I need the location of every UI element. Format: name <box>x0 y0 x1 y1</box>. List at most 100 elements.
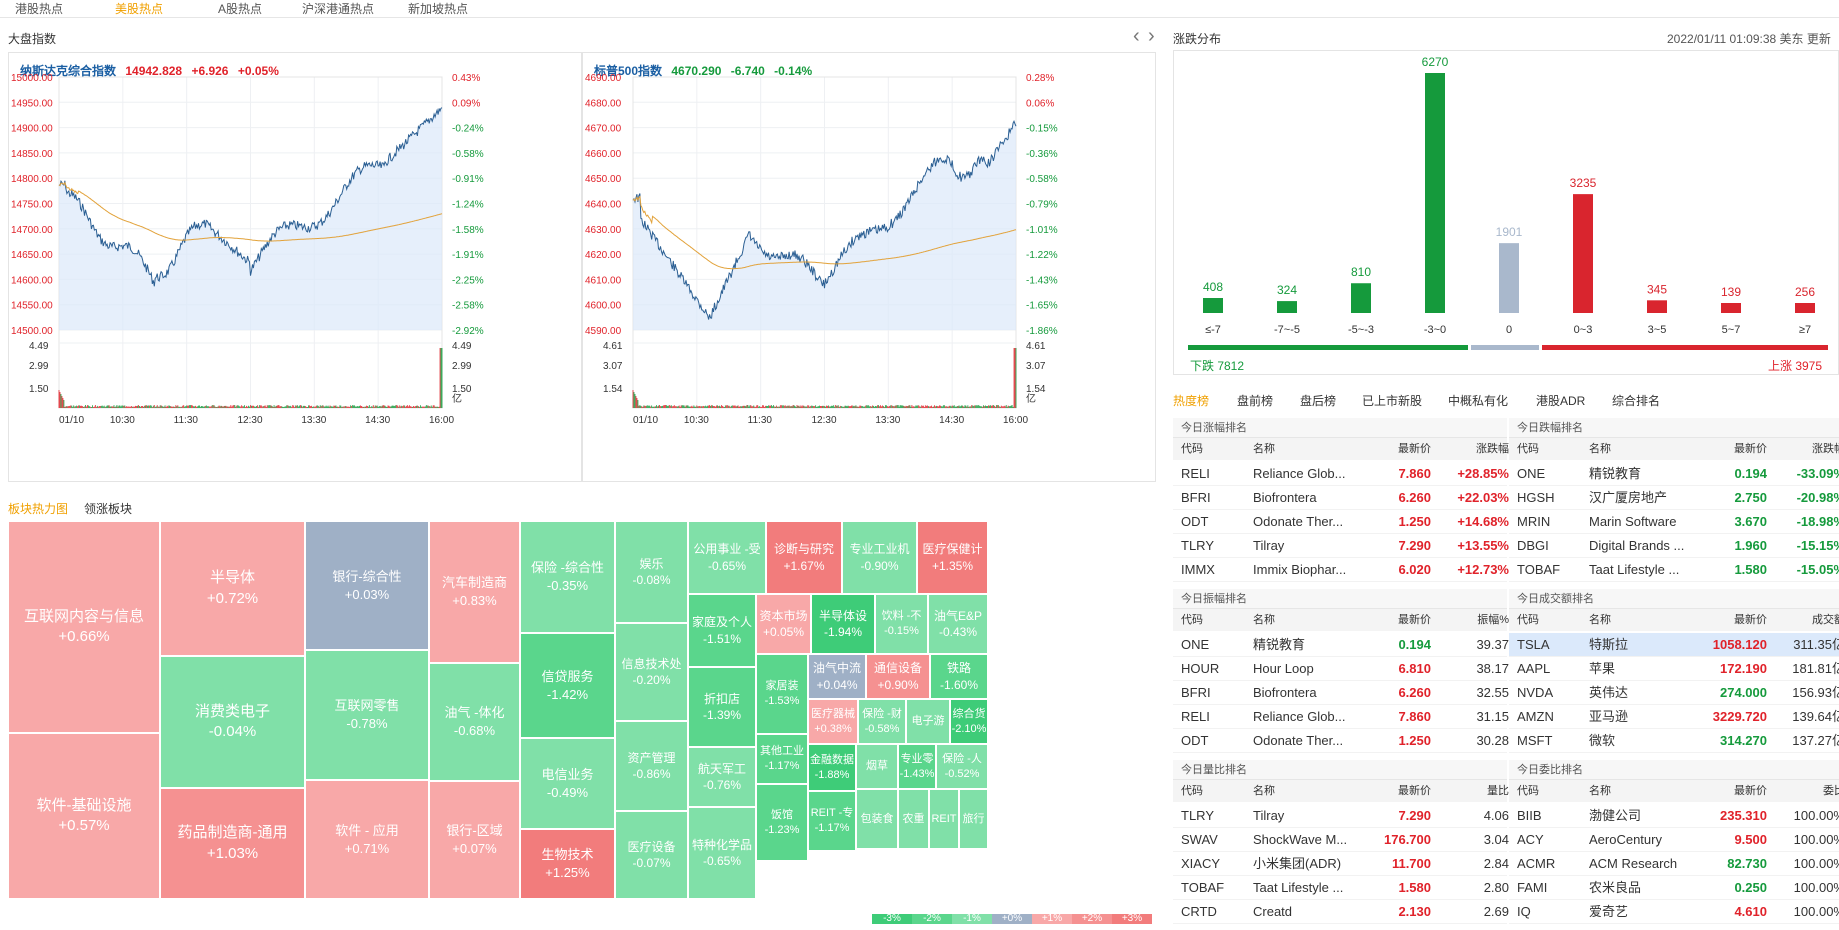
sector-tile[interactable]: 信贷服务 -1.42% <box>520 633 615 738</box>
sp500-intraday-chart[interactable]: 4690.00 0.28% 4680.00 0.06% 4670.00 -0.15% 466… <box>583 73 1157 483</box>
sector-tile[interactable]: 电子游 <box>906 699 950 744</box>
column-header[interactable]: 代码 <box>1181 443 1203 455</box>
sector-tile[interactable]: 饭馆 -1.23% <box>756 784 808 861</box>
sector-tile[interactable]: 包装食 <box>856 789 898 849</box>
column-header[interactable]: 委比 <box>1823 785 1839 797</box>
sector-tile[interactable]: 汽车制造商 +0.83% <box>429 521 520 663</box>
sector-tile[interactable]: 银行-区域 +0.07% <box>429 781 520 899</box>
table-row[interactable]: MRIN Marin Software 3.670 -18.98% <box>1509 510 1839 534</box>
sector-tile[interactable]: 专业零 -1.43% <box>898 744 936 789</box>
sector-tile[interactable]: 通信设备 +0.90% <box>866 654 930 699</box>
sector-tile[interactable]: 折扣店 -1.39% <box>688 667 756 747</box>
sector-tile[interactable]: 航天军工 -0.76% <box>688 747 756 807</box>
column-header[interactable]: 代码 <box>1181 614 1203 626</box>
table-row[interactable]: BFRI Biofrontera 6.260 32.55 <box>1173 681 1509 705</box>
column-header[interactable]: 代码 <box>1181 785 1203 797</box>
table-row[interactable]: ONE 精锐教育 0.194 39.37 <box>1173 633 1509 657</box>
next-arrow-icon[interactable]: › <box>1148 25 1155 47</box>
table-row[interactable]: IMMX Immix Biophar... 6.020 +12.73% <box>1173 558 1509 582</box>
table-row[interactable]: HGSH 汉广厦房地产 2.750 -20.98% <box>1509 486 1839 510</box>
sector-tile[interactable]: 互联网零售 -0.78% <box>305 650 429 780</box>
sector-tile[interactable]: 铁路 -1.60% <box>930 654 988 699</box>
table-row[interactable]: CRTD Creatd 2.130 2.69 <box>1173 900 1509 924</box>
column-header[interactable]: 名称 <box>1253 443 1275 455</box>
sector-tile[interactable]: 旅行 <box>959 789 988 849</box>
column-header[interactable]: 名称 <box>1589 614 1611 626</box>
column-header[interactable]: 代码 <box>1517 443 1539 455</box>
table-row[interactable]: AAPL 苹果 172.190 181.81亿 <box>1509 657 1839 681</box>
column-header[interactable]: 振幅% <box>1477 614 1509 626</box>
sector-tile[interactable]: 油气中流 +0.04% <box>808 654 866 699</box>
table-row[interactable]: BFRI Biofrontera 6.260 +22.03% <box>1173 486 1509 510</box>
column-header[interactable]: 名称 <box>1253 785 1275 797</box>
table-row[interactable]: RELI Reliance Glob... 7.860 31.15 <box>1173 705 1509 729</box>
sector-tile[interactable]: 烟草 <box>856 744 898 789</box>
table-row[interactable]: HOUR Hour Loop 6.810 38.17 <box>1173 657 1509 681</box>
column-header[interactable]: 最新价 <box>1734 614 1767 626</box>
sector-tile[interactable]: 半导体 +0.72% <box>160 521 305 656</box>
sector-tile[interactable]: 家居装 -1.53% <box>756 654 808 734</box>
table-row[interactable]: IQ 爱奇艺 4.610 100.00% <box>1509 900 1839 924</box>
sector-tile[interactable]: 信息技术处 -0.20% <box>615 623 688 721</box>
column-header[interactable]: 成交额 <box>1812 614 1839 626</box>
tab-hk[interactable]: 港股热点 <box>15 2 64 16</box>
column-header[interactable]: 涨跌幅 <box>1476 443 1509 455</box>
column-header[interactable]: 代码 <box>1517 785 1539 797</box>
sector-tile[interactable]: 资产管理 -0.86% <box>615 721 688 811</box>
table-row[interactable]: ONE 精锐教育 0.194 -33.09% <box>1509 462 1839 486</box>
table-row[interactable]: MSFT 微软 314.270 137.27亿 <box>1509 729 1839 753</box>
sector-tile[interactable]: 医疗设备 -0.07% <box>615 811 688 899</box>
table-row[interactable]: RELI Reliance Glob... 7.860 +28.85% <box>1173 462 1509 486</box>
sector-tile[interactable]: 油气 -体化 -0.68% <box>429 663 520 781</box>
column-header[interactable]: 涨跌幅 <box>1812 443 1839 455</box>
column-header[interactable]: 量比 <box>1487 785 1509 797</box>
sector-tile[interactable]: 金融数据 -1.88% <box>808 744 856 791</box>
tab-us[interactable]: 美股热点 <box>115 2 164 16</box>
sector-tile[interactable]: 资本市场 +0.05% <box>756 594 811 654</box>
table-row[interactable]: SWAV ShockWave M... 176.700 3.04 <box>1173 828 1509 852</box>
sector-tile[interactable]: 互联网内容与信息 +0.66% <box>8 521 160 733</box>
column-header[interactable]: 最新价 <box>1734 443 1767 455</box>
table-row[interactable]: ODT Odonate Ther... 1.250 30.28 <box>1173 729 1509 753</box>
sector-tile[interactable]: 特种化学品 -0.65% <box>688 807 756 899</box>
tab-a[interactable]: A股热点 <box>218 2 263 16</box>
sector-tile[interactable]: 药品制造商-通用 +1.03% <box>160 788 305 899</box>
table-row[interactable]: TOBAF Taat Lifestyle ... 1.580 -15.05% <box>1509 558 1839 582</box>
table-row[interactable]: TSLA 特斯拉 1058.120 311.35亿 <box>1509 633 1839 657</box>
sector-tile[interactable]: 生物技术 +1.25% <box>520 829 615 899</box>
table-row[interactable]: DBGI Digital Brands ... 1.960 -15.15% <box>1509 534 1839 558</box>
column-header[interactable]: 最新价 <box>1734 785 1767 797</box>
sector-tile[interactable]: 医疗保健计 +1.35% <box>917 521 988 594</box>
table-row[interactable]: ODT Odonate Ther... 1.250 +14.68% <box>1173 510 1509 534</box>
column-header[interactable]: 名称 <box>1589 785 1611 797</box>
table-row[interactable]: FAMI 农米良品 0.250 100.00% <box>1509 876 1839 900</box>
sector-tile[interactable]: 饮料 -不 -0.15% <box>875 594 928 654</box>
tab-connect[interactable]: 沪深港通热点 <box>302 2 375 16</box>
table-row[interactable]: XIACY 小米集团(ADR) 11.700 2.84 <box>1173 852 1509 876</box>
heatmap-tab[interactable]: 板块热力图 <box>8 502 69 516</box>
table-row[interactable]: AMZN 亚马逊 3229.720 139.64亿 <box>1509 705 1839 729</box>
column-header[interactable]: 名称 <box>1589 443 1611 455</box>
nasdaq-intraday-chart[interactable]: 15000.00 0.43% 14950.00 0.09% 14900.00 -0.24%… <box>9 73 583 483</box>
sector-tile[interactable]: 软件-基础设施 +0.57% <box>8 733 160 899</box>
sector-tile[interactable]: 油气E&P -0.43% <box>928 594 988 654</box>
column-header[interactable]: 名称 <box>1253 614 1275 626</box>
table-row[interactable]: TLRY Tilray 7.290 4.06 <box>1173 804 1509 828</box>
sector-tile[interactable]: 诊断与研究 +1.67% <box>766 521 842 594</box>
table-row[interactable]: TOBAF Taat Lifestyle ... 1.580 2.80 <box>1173 876 1509 900</box>
sector-tile[interactable]: 综合货 -2.10% <box>950 699 988 744</box>
sector-tile[interactable]: 软件 - 应用 +0.71% <box>305 780 429 899</box>
sector-tile[interactable]: 娱乐 -0.08% <box>615 521 688 623</box>
sector-tile[interactable]: 家庭及个人 -1.51% <box>688 594 756 667</box>
sector-tile[interactable]: REIT -专 -1.17% <box>808 791 856 851</box>
sector-tile[interactable]: 半导体设 -1.94% <box>811 594 875 654</box>
tab-premarket[interactable]: 盘前榜 <box>1237 394 1274 408</box>
table-row[interactable]: BIIB 渤健公司 235.310 100.00% <box>1509 804 1839 828</box>
table-row[interactable]: TLRY Tilray 7.290 +13.55% <box>1173 534 1509 558</box>
tab-hot[interactable]: 热度榜 <box>1173 394 1210 408</box>
sector-tile[interactable]: 医疗器械 +0.38% <box>808 699 858 744</box>
column-header[interactable]: 最新价 <box>1398 443 1431 455</box>
column-header[interactable]: 最新价 <box>1398 614 1431 626</box>
table-row[interactable]: ACMR ACM Research 82.730 100.00% <box>1509 852 1839 876</box>
sector-tile[interactable]: 保险 -综合性 -0.35% <box>520 521 615 633</box>
